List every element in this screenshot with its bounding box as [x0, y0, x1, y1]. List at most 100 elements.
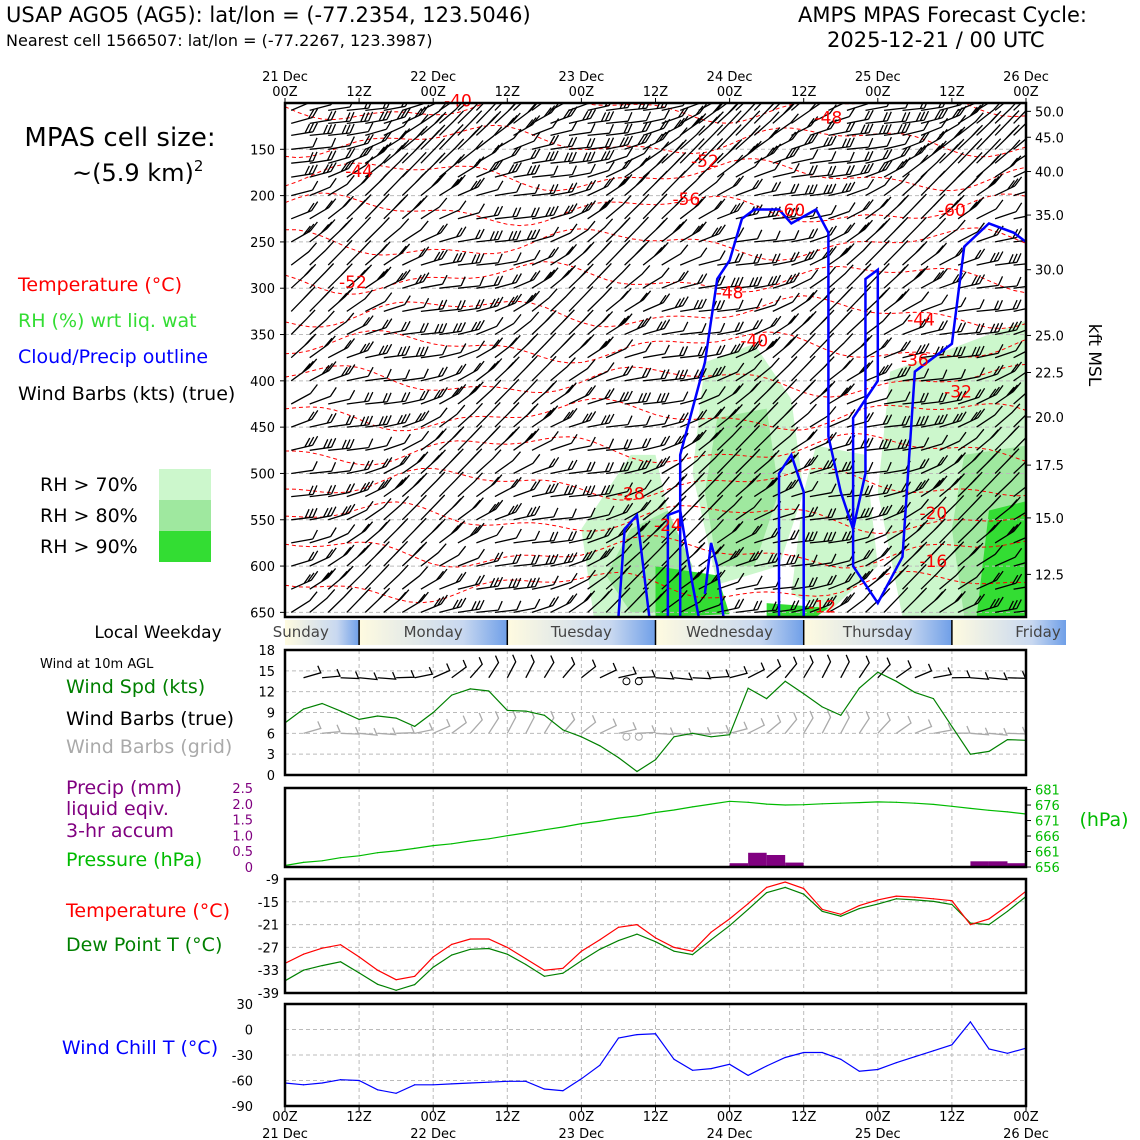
barb-910 [846, 548, 874, 567]
bottom-date-10: 26 Dec [1003, 1127, 1049, 1140]
wind-barb-grid-14 [543, 710, 555, 734]
barb-970 [476, 600, 503, 614]
temperature-line-point-10 [469, 938, 471, 940]
barb-113 [902, 120, 930, 137]
barb-352 [883, 216, 909, 243]
barb-995 [939, 590, 966, 613]
wind-barb-grid-9 [451, 715, 467, 734]
barb-374 [550, 243, 578, 266]
legend-swatch-rh1 [159, 500, 211, 531]
temperature-line-point-36 [951, 900, 953, 902]
barb-683 [346, 438, 374, 451]
barb-223 [716, 154, 744, 178]
dewpoint-legend: Dew Point T (°C) [66, 934, 222, 956]
barb-211 [494, 162, 522, 178]
temperature-line-point-24 [729, 918, 731, 920]
barb-405 [383, 269, 411, 289]
barb-261 [679, 171, 706, 197]
barb-559 [1013, 350, 1026, 359]
wind-barb-grid-26 [766, 714, 782, 734]
top-time-6: 00Z [717, 85, 743, 100]
calm-marker-2 [622, 732, 631, 741]
barb-342 [698, 224, 726, 243]
wind-barb-grid-15 [562, 712, 576, 734]
barb-800 [291, 507, 318, 521]
pressure-tick-2: 250 [250, 236, 275, 251]
windchill-line-point-11 [488, 1081, 490, 1083]
barb-232 [883, 157, 911, 178]
windchill-line-point-22 [691, 1069, 694, 1071]
barb-316 [957, 196, 985, 220]
precip-ytick-5: 2.5 [232, 782, 253, 797]
barb-48 [438, 103, 463, 124]
precip-bar-0 [729, 863, 749, 867]
barb-904 [735, 549, 763, 567]
barb-267 [791, 184, 818, 197]
barb-306 [772, 207, 800, 220]
temp-contour-9 [285, 398, 1026, 432]
barb-769 [457, 472, 483, 498]
wind-speed-line-point-31 [858, 687, 860, 689]
dewpoint-line-point-18 [617, 939, 620, 942]
barb-928 [439, 571, 467, 590]
barb-280 [290, 201, 319, 220]
barb-226 [772, 162, 800, 178]
barb-907 [791, 554, 818, 567]
barb-646 [402, 410, 430, 428]
barb-182 [698, 138, 724, 164]
barb-429 [827, 264, 854, 289]
barb-551 [865, 337, 893, 359]
temperature-line-point-17 [599, 939, 601, 941]
barb-477 [976, 299, 1003, 313]
barb-929 [457, 574, 485, 590]
weekday-tuesday: Tuesday [550, 623, 612, 641]
barb-486 [402, 322, 429, 336]
barb-470 [846, 286, 872, 312]
barb-55 [568, 109, 597, 125]
barb-807 [420, 494, 446, 521]
bottom-time-9: 12Z [939, 1110, 965, 1125]
barb-764 [365, 477, 393, 498]
bottom-time-10: 00Z [1013, 1110, 1039, 1125]
cloud-outline-3 [678, 207, 1026, 617]
barb-175 [568, 151, 596, 164]
barb-139 [642, 129, 671, 150]
top-date-8: 25 Dec [855, 70, 901, 85]
barb-303 [717, 201, 745, 220]
barb-782 [698, 471, 724, 498]
pressure-line-point-25 [747, 801, 749, 803]
barb-809 [457, 497, 484, 521]
barb-659 [643, 414, 670, 428]
barb-368 [439, 251, 467, 266]
barb-10 [475, 103, 485, 111]
barb-384 [735, 253, 763, 266]
barb-607 [420, 387, 448, 405]
barb-72 [883, 111, 911, 125]
dewpoint-line-point-30 [840, 915, 842, 917]
barb-401 [309, 263, 335, 289]
barb-849 [457, 522, 485, 544]
wind-speed-line-point-16 [580, 736, 583, 738]
barb-372 [513, 249, 541, 266]
wind-speed-line-point-19 [636, 770, 638, 773]
wind-speed-line-point-25 [747, 687, 749, 689]
precip-ytick-1: 0.5 [232, 845, 253, 860]
barb-688 [438, 426, 465, 451]
barb-978 [624, 587, 649, 613]
barb-268 [809, 183, 837, 197]
barb-98 [624, 121, 652, 137]
temperature-line-point-21 [673, 946, 675, 949]
barb-41 [309, 110, 337, 125]
barb-514 [920, 320, 948, 336]
barb-249 [457, 177, 485, 197]
barb-802 [328, 503, 356, 521]
barb-295 [568, 200, 597, 220]
weekday-cell-0 [285, 620, 360, 645]
barb-714 [920, 434, 949, 451]
barb-544 [735, 339, 763, 359]
wind-barb-grid-36 [951, 725, 971, 734]
barb-703 [716, 425, 743, 451]
barb-994 [920, 588, 947, 613]
dewpoint-line-point-39 [1006, 910, 1009, 912]
